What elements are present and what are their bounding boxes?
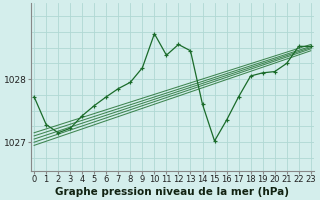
X-axis label: Graphe pression niveau de la mer (hPa): Graphe pression niveau de la mer (hPa) (55, 187, 290, 197)
